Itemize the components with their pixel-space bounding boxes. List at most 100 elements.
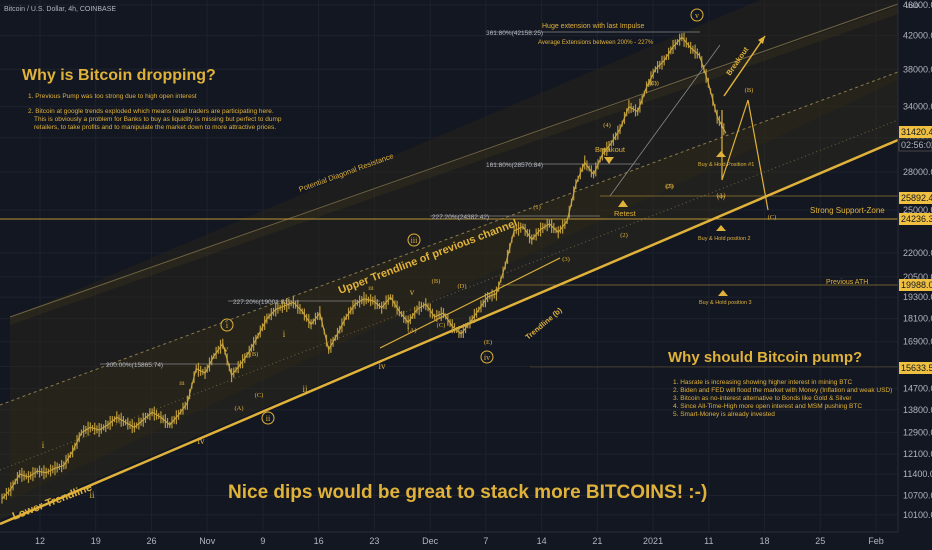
huge-extension-label: Huge extension with last Impulse: [542, 23, 644, 30]
wave-label-11: (B): [250, 351, 259, 358]
breakout-support-line: [609, 44, 721, 197]
breakout-label-1: Breakout: [595, 145, 626, 154]
price-box-2: [899, 192, 932, 204]
plot-area[interactable]: [0, 0, 898, 532]
why-drop-item-2c: retailers, to take profits and to manipu…: [34, 124, 276, 131]
y-tick-label-14: 13800.00: [903, 405, 932, 415]
y-tick-label-1: 42000.00: [903, 31, 932, 41]
circle-label-3: iv: [484, 353, 490, 362]
chart-symbol-title: Bitcoin / U.S. Dollar, 4h, COINBASE: [4, 6, 116, 13]
y-tick-label-16: 12100.00: [903, 449, 932, 459]
why-drop-item-1: 1. Previous Pump was too strong due to h…: [28, 93, 197, 100]
wave-label-5: i: [283, 329, 286, 339]
circle-ring-2: [407, 233, 421, 247]
retest-label: Retest: [614, 209, 637, 218]
horizontal-grid: [0, 4, 898, 516]
strong-support-label: Strong Support-Zone: [810, 206, 885, 215]
wave-label-12: (C): [255, 392, 264, 399]
currency-unit-label: USD: [906, 4, 919, 10]
fib-227b-label: 227.20%(19001.81): [233, 299, 290, 306]
wave-label-19: (2): [620, 232, 628, 239]
x-tick-label-6: 23: [369, 536, 379, 546]
trendline-b-line[interactable]: [379, 257, 561, 349]
buy3-label: Buy & Hold position 3: [699, 300, 752, 306]
x-tick-label-12: 11: [704, 536, 713, 546]
x-tick-label-10: 21: [592, 536, 602, 546]
y-tick-label-18: 10700.00: [903, 490, 932, 500]
y-tick-label-11: 16900.00: [903, 337, 932, 347]
x-tick-label-13: 18: [760, 536, 770, 546]
why-drop-title: Why is Bitcoin dropping?: [22, 67, 216, 84]
wave-label-6: ii: [302, 384, 308, 394]
upper-trendline-line[interactable]: [0, 71, 899, 406]
x-tick-label-3: Nov: [199, 536, 216, 546]
wave-label-4: v: [224, 344, 229, 354]
fib-361-label: 361.80%(42158.25): [486, 30, 543, 37]
y-tick-label-8: 20500.00: [903, 272, 932, 282]
retest-marker: [618, 200, 628, 207]
price-box-label-5: 15633.51: [901, 363, 932, 373]
x-tick-label-14: 25: [815, 536, 825, 546]
wave-label-15: (C): [437, 322, 446, 329]
y-tick-label-17: 11400.00: [903, 469, 932, 479]
price-box-label-1: 02:56:02: [901, 140, 932, 150]
y-tick-label-5: 28000.00: [903, 167, 932, 177]
price-boxes: 31420.42 02:56:02 25892.44 24236.37 19988.03…: [898, 126, 932, 374]
wave-label-18: (1): [533, 204, 541, 211]
resistance-band: [10, 6, 898, 325]
wave-label-17: (E): [484, 339, 492, 346]
buy1-label: Buy & Hold Position #1: [698, 162, 754, 168]
breakout-arrow-head: [758, 36, 765, 44]
projection-path[interactable]: [721, 99, 769, 211]
price-box-3: [899, 213, 932, 225]
why-pump-item-2: 2. Biden and FED will flood the market w…: [673, 387, 892, 394]
x-tick-label-0: 12: [35, 536, 45, 546]
price-series-line[interactable]: [1, 36, 727, 499]
wave-label-28: (B): [745, 87, 754, 94]
avg-extension-label: Average Extensions between 200% - 227%: [538, 40, 654, 46]
why-pump-item-4: 4. Since All-Time-High more open interes…: [673, 403, 862, 410]
x-tick-label-9: 14: [537, 536, 547, 546]
time-axis-ticks: 12 19 26 Nov 9 16 23 Dec 7 14 21 2021 11 18 25 Feb: [35, 536, 884, 546]
wave-label-13: (A): [407, 327, 416, 334]
price-box-label-4: 19988.03: [901, 280, 932, 290]
wave-label-26: (4): [717, 194, 725, 201]
upper-channel-shade: [0, 72, 898, 520]
y-tick-label-3: 34000.00: [903, 102, 932, 112]
why-drop-item-2a: 2. Bitcoin at google trends exploded whi…: [28, 108, 274, 115]
bottom-note: Nice dips would be great to stack more B…: [228, 482, 707, 503]
price-box-1: [898, 138, 932, 152]
y-tick-label-10: 18100.00: [903, 314, 932, 324]
x-tick-label-1: 19: [91, 536, 101, 546]
y-tick-label-15: 12900.00: [903, 428, 932, 438]
potential-diagonal-resistance-line[interactable]: [9, 3, 899, 318]
price-box-label-3: 24236.37: [901, 214, 932, 224]
buy2-label: Buy & Hold position 2: [698, 236, 751, 242]
wave-label-0: i: [42, 440, 45, 450]
y-tick-label-7: 22000.00: [903, 248, 932, 258]
y-tick-label-0: 46000.00: [903, 0, 932, 10]
wave-label-3: iv: [197, 436, 205, 446]
previous-ath-label: Previous ATH: [826, 279, 868, 286]
wave-label-16: (D): [457, 283, 466, 290]
lower-trendline-line[interactable]: [0, 138, 899, 526]
y-tick-label-2: 38000.00: [903, 64, 932, 74]
price-box-label-2: 25892.44: [901, 193, 932, 203]
wave-label-7: iii: [368, 285, 374, 292]
time-axis[interactable]: [0, 532, 932, 550]
wave-label-1: ii: [89, 490, 95, 500]
circle-ring-0: [220, 318, 234, 332]
circle-label-1: ii: [266, 414, 271, 423]
y-tick-label-9: 19300.00: [903, 292, 932, 302]
price-axis[interactable]: [898, 0, 932, 532]
why-pump-title: Why should Bitcoin pump?: [668, 349, 862, 366]
wave-label-8: iv: [378, 361, 386, 371]
x-tick-label-2: 26: [146, 536, 156, 546]
wave-label-25: (3): [651, 80, 659, 87]
x-tick-label-8: 7: [483, 536, 488, 546]
circle-ring-1: [261, 411, 275, 425]
vertical-grid: [39, 0, 877, 532]
